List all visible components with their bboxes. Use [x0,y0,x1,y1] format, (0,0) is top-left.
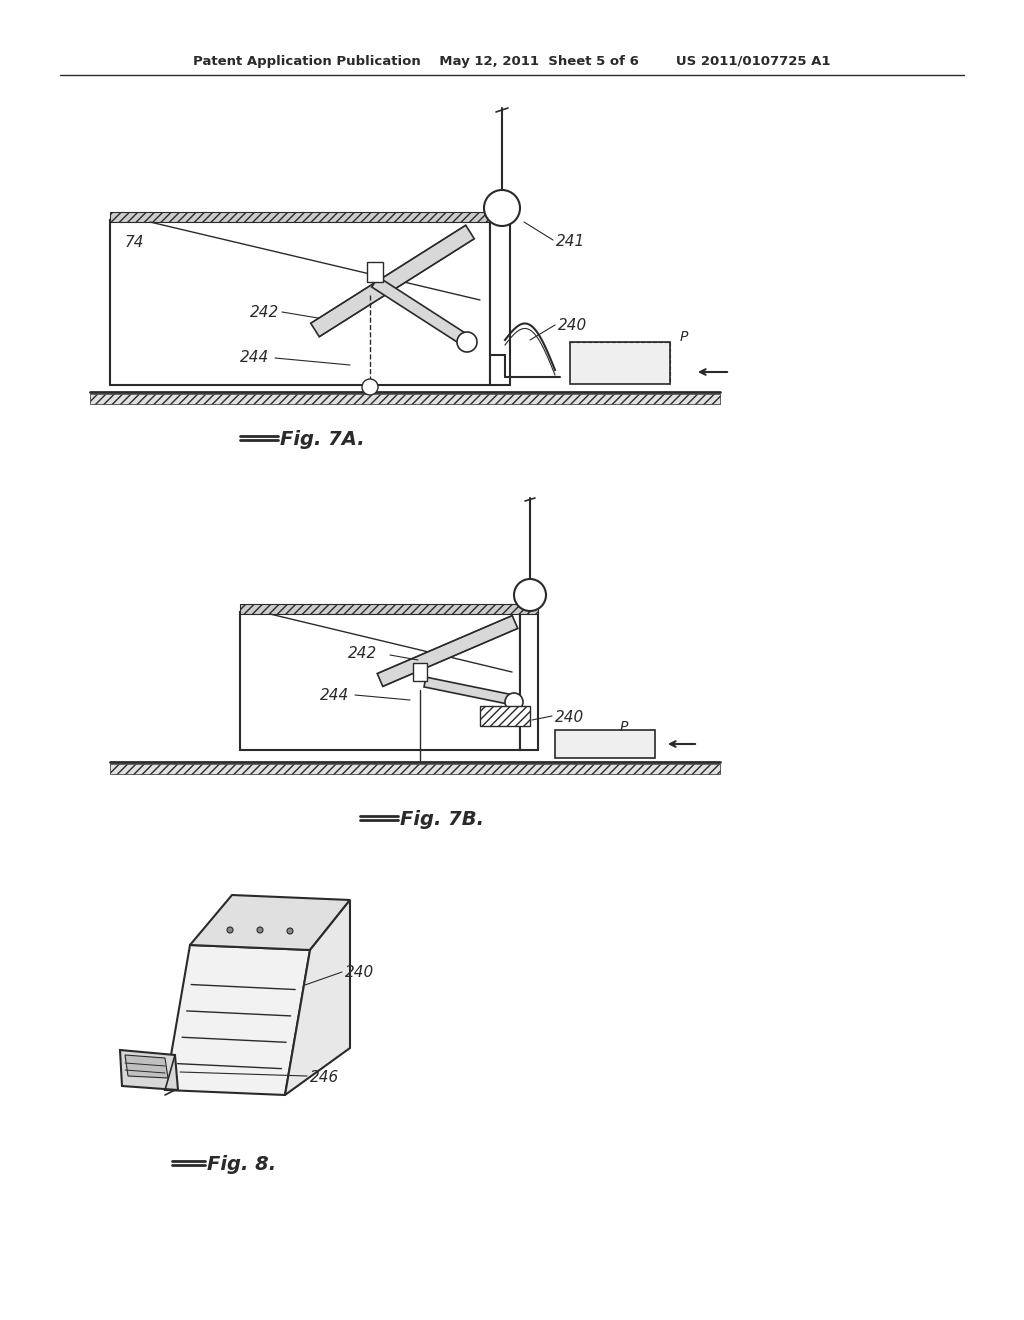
Text: 240: 240 [558,318,587,333]
Bar [110,213,510,222]
Polygon shape [424,677,514,705]
Polygon shape [310,226,474,337]
Circle shape [505,693,523,711]
Bar [490,220,510,385]
Circle shape [362,379,378,395]
Text: 241: 241 [556,234,586,249]
Text: 246: 246 [310,1071,339,1085]
Text: 240: 240 [555,710,585,725]
Circle shape [227,927,233,933]
Bar [110,764,720,774]
Text: P: P [620,719,629,734]
Bar [110,220,490,385]
Text: 240: 240 [345,965,374,979]
Circle shape [457,333,477,352]
Text: Fig. 8.: Fig. 8. [207,1155,276,1173]
Circle shape [514,579,546,611]
Bar [520,612,538,750]
Polygon shape [165,945,310,1096]
Bar [413,663,427,681]
Polygon shape [372,277,468,345]
Text: 242: 242 [250,305,280,319]
Text: Patent Application Publication    May 12, 2011  Sheet 5 of 6        US 2011/0107: Patent Application Publication May 12, 2… [194,55,830,69]
Bar [367,261,383,282]
Bar [240,612,520,750]
Circle shape [484,190,520,226]
Bar [555,730,655,758]
Polygon shape [120,1049,178,1090]
Bar [90,393,720,404]
Polygon shape [285,900,350,1096]
Polygon shape [190,895,350,950]
Polygon shape [377,615,518,686]
Bar [570,342,670,384]
Bar [240,605,538,614]
Text: Fig. 7A.: Fig. 7A. [280,430,365,449]
Polygon shape [125,1055,168,1078]
Circle shape [287,928,293,935]
Text: 244: 244 [319,688,349,704]
Text: Fig. 7B.: Fig. 7B. [400,810,484,829]
Circle shape [257,927,263,933]
Bar [480,706,530,726]
Text: P: P [680,330,688,345]
Text: 242: 242 [348,645,377,661]
Text: 74: 74 [125,235,144,249]
Text: 244: 244 [240,350,269,366]
